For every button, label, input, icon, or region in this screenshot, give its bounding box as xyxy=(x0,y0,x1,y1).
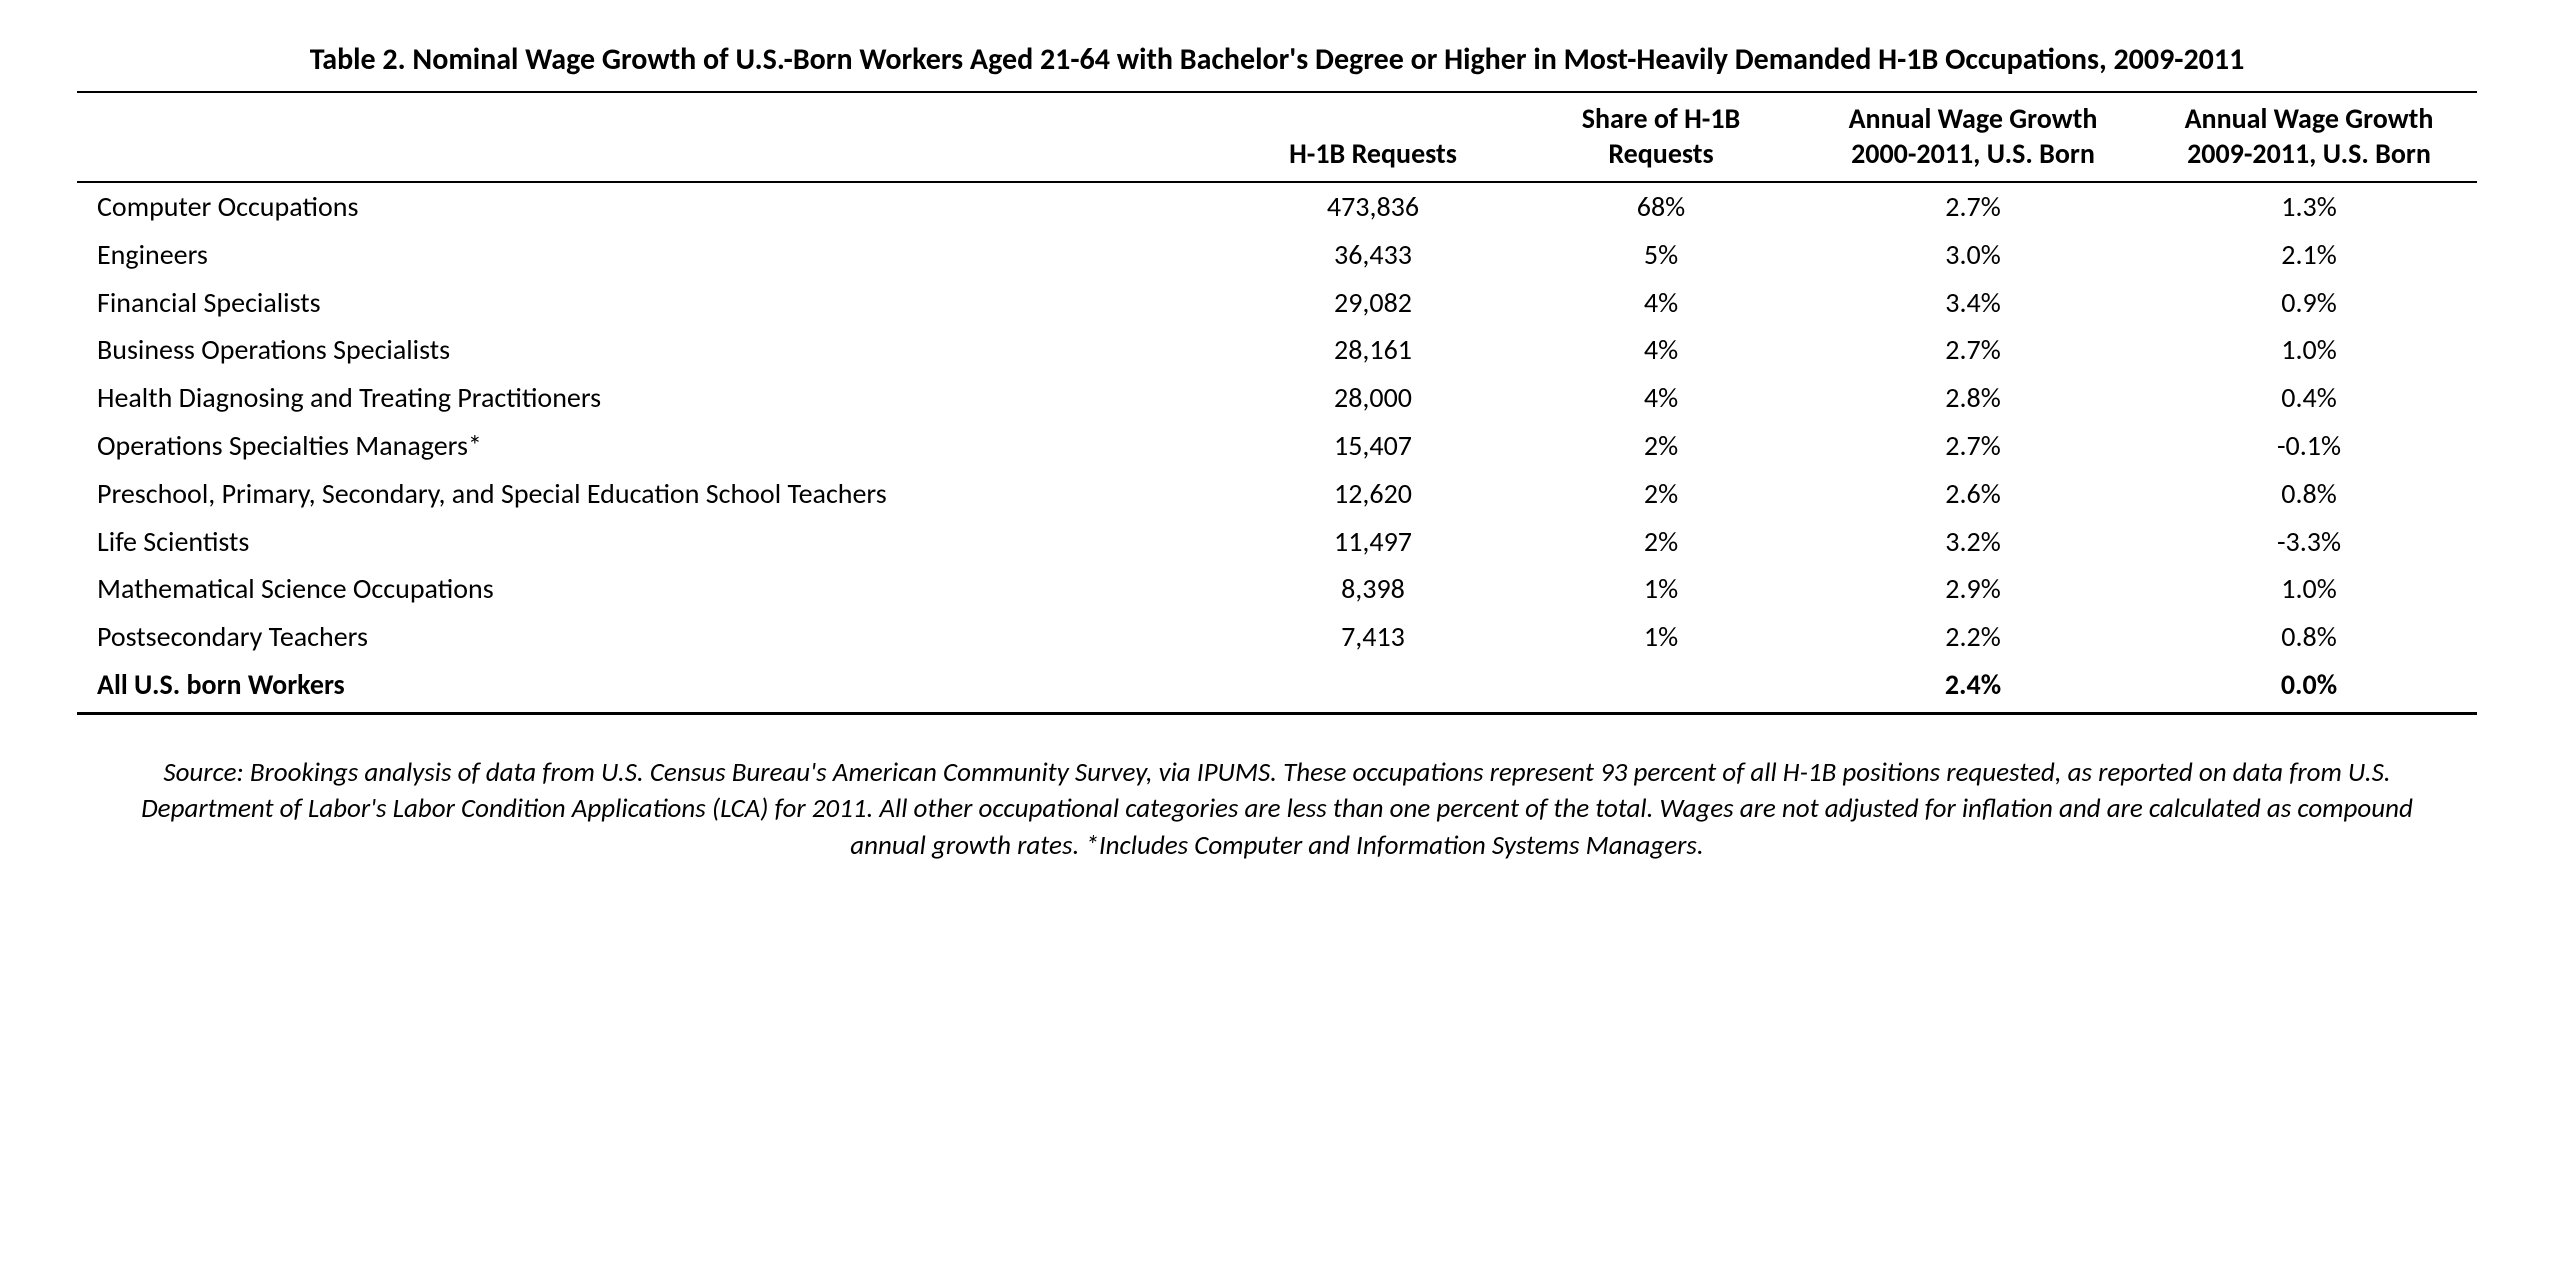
table-cell-share: 4% xyxy=(1517,279,1805,327)
table-cell-g1: 2.7% xyxy=(1805,422,2141,470)
table-summary-cell-g2: 0.0% xyxy=(2141,661,2477,713)
table-cell-requests: 473,836 xyxy=(1229,182,1517,231)
table-cell-requests: 36,433 xyxy=(1229,231,1517,279)
table-cell-occupation: Operations Specialties Managers* xyxy=(77,422,1229,470)
table-cell-requests: 8,398 xyxy=(1229,565,1517,613)
col-header-growth-00-11: Annual Wage Growth 2000-2011, U.S. Born xyxy=(1805,92,2141,182)
table-cell-requests: 29,082 xyxy=(1229,279,1517,327)
table-cell-share: 4% xyxy=(1517,326,1805,374)
table-summary-cell-share xyxy=(1517,661,1805,713)
table-row: Preschool, Primary, Secondary, and Speci… xyxy=(77,470,2477,518)
table-cell-g2: 0.8% xyxy=(2141,470,2477,518)
table-cell-occupation: Preschool, Primary, Secondary, and Speci… xyxy=(77,470,1229,518)
table-row: Mathematical Science Occupations8,3981%2… xyxy=(77,565,2477,613)
table-cell-requests: 11,497 xyxy=(1229,518,1517,566)
table-cell-g2: 2.1% xyxy=(2141,231,2477,279)
table-row: Financial Specialists29,0824%3.4%0.9% xyxy=(77,279,2477,327)
table-cell-g1: 2.7% xyxy=(1805,182,2141,231)
table-cell-g1: 2.7% xyxy=(1805,326,2141,374)
table-cell-g2: 0.4% xyxy=(2141,374,2477,422)
table-cell-occupation: Life Scientists xyxy=(77,518,1229,566)
table-cell-requests: 12,620 xyxy=(1229,470,1517,518)
table-row: Health Diagnosing and Treating Practitio… xyxy=(77,374,2477,422)
table-cell-g2: -0.1% xyxy=(2141,422,2477,470)
table-cell-g1: 3.4% xyxy=(1805,279,2141,327)
table-summary-cell-requests xyxy=(1229,661,1517,713)
table-cell-requests: 7,413 xyxy=(1229,613,1517,661)
table-cell-requests: 15,407 xyxy=(1229,422,1517,470)
table-container: Table 2. Nominal Wage Growth of U.S.-Bor… xyxy=(77,40,2477,864)
table-cell-share: 2% xyxy=(1517,470,1805,518)
table-cell-share: 2% xyxy=(1517,518,1805,566)
table-cell-share: 5% xyxy=(1517,231,1805,279)
table-cell-g2: 1.0% xyxy=(2141,565,2477,613)
table-cell-share: 1% xyxy=(1517,565,1805,613)
col-header-growth-09-11: Annual Wage Growth 2009-2011, U.S. Born xyxy=(2141,92,2477,182)
table-row: Business Operations Specialists28,1614%2… xyxy=(77,326,2477,374)
table-cell-requests: 28,000 xyxy=(1229,374,1517,422)
table-cell-occupation: Mathematical Science Occupations xyxy=(77,565,1229,613)
table-cell-g1: 2.8% xyxy=(1805,374,2141,422)
col-header-share: Share of H-1B Requests xyxy=(1517,92,1805,182)
table-cell-g1: 3.0% xyxy=(1805,231,2141,279)
table-cell-occupation: Engineers xyxy=(77,231,1229,279)
table-cell-occupation: Computer Occupations xyxy=(77,182,1229,231)
table-title: Table 2. Nominal Wage Growth of U.S.-Bor… xyxy=(77,40,2477,79)
table-row: Postsecondary Teachers7,4131%2.2%0.8% xyxy=(77,613,2477,661)
table-cell-occupation: Financial Specialists xyxy=(77,279,1229,327)
col-header-requests: H-1B Requests xyxy=(1229,92,1517,182)
table-cell-occupation: Business Operations Specialists xyxy=(77,326,1229,374)
table-cell-g1: 3.2% xyxy=(1805,518,2141,566)
table-cell-g2: -3.3% xyxy=(2141,518,2477,566)
table-row: Operations Specialties Managers*15,4072%… xyxy=(77,422,2477,470)
table-summary-cell-occupation: All U.S. born Workers xyxy=(77,661,1229,713)
table-cell-requests: 28,161 xyxy=(1229,326,1517,374)
table-row: Engineers36,4335%3.0%2.1% xyxy=(77,231,2477,279)
table-cell-share: 2% xyxy=(1517,422,1805,470)
table-cell-share: 1% xyxy=(1517,613,1805,661)
table-cell-g2: 1.0% xyxy=(2141,326,2477,374)
wage-growth-table: H-1B Requests Share of H-1B Requests Ann… xyxy=(77,91,2477,715)
col-header-occupation xyxy=(77,92,1229,182)
table-cell-share: 4% xyxy=(1517,374,1805,422)
table-cell-g2: 1.3% xyxy=(2141,182,2477,231)
table-summary-row: All U.S. born Workers 2.4%0.0% xyxy=(77,661,2477,713)
table-cell-share: 68% xyxy=(1517,182,1805,231)
table-cell-g2: 0.9% xyxy=(2141,279,2477,327)
table-header-row: H-1B Requests Share of H-1B Requests Ann… xyxy=(77,92,2477,182)
table-row: Computer Occupations473,83668%2.7%1.3% xyxy=(77,182,2477,231)
table-cell-g1: 2.9% xyxy=(1805,565,2141,613)
table-cell-occupation: Postsecondary Teachers xyxy=(77,613,1229,661)
table-cell-occupation: Health Diagnosing and Treating Practitio… xyxy=(77,374,1229,422)
table-cell-g2: 0.8% xyxy=(2141,613,2477,661)
table-body: Computer Occupations473,83668%2.7%1.3%En… xyxy=(77,182,2477,713)
table-cell-g1: 2.6% xyxy=(1805,470,2141,518)
table-cell-g1: 2.2% xyxy=(1805,613,2141,661)
table-summary-cell-g1: 2.4% xyxy=(1805,661,2141,713)
table-footnote: Source: Brookings analysis of data from … xyxy=(77,755,2477,864)
table-row: Life Scientists11,4972%3.2%-3.3% xyxy=(77,518,2477,566)
